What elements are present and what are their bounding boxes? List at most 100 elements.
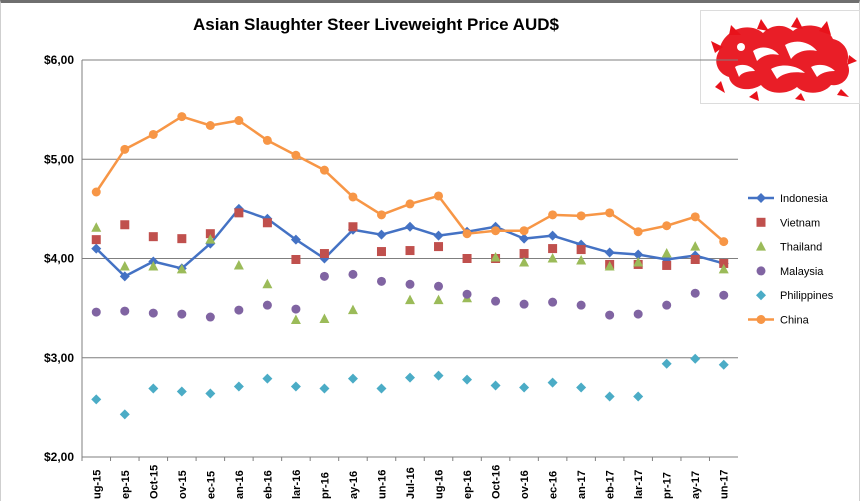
x-tick-label: pr-17	[662, 472, 674, 499]
point-vietnam	[576, 245, 586, 255]
point-malaysia	[120, 306, 130, 316]
y-tick-label: $6,00	[44, 53, 74, 67]
point-indonesia	[376, 229, 387, 240]
point-malaysia	[319, 271, 329, 281]
point-china	[348, 192, 358, 202]
x-tick-label: ug-15	[91, 470, 103, 499]
point-philippines	[347, 373, 358, 384]
point-vietnam	[462, 254, 472, 263]
point-indonesia	[290, 234, 301, 245]
point-thailand	[661, 248, 672, 258]
point-malaysia	[234, 305, 244, 315]
x-tick-label: lar-17	[633, 470, 645, 499]
point-malaysia	[177, 309, 187, 319]
legend-marker	[756, 217, 766, 227]
legend-item-malaysia: Malaysia	[756, 266, 824, 278]
series-indonesia	[91, 203, 729, 282]
x-tick-label: ov-15	[177, 470, 189, 499]
point-philippines	[547, 377, 558, 388]
point-thailand	[490, 252, 501, 262]
point-thailand	[148, 260, 159, 271]
point-thailand	[519, 256, 530, 267]
point-philippines	[148, 383, 159, 394]
legend-marker	[756, 241, 766, 251]
point-china	[690, 212, 700, 222]
point-indonesia	[633, 249, 644, 260]
point-philippines	[290, 381, 301, 392]
point-vietnam	[177, 234, 187, 244]
series-philippines	[91, 353, 729, 420]
point-malaysia	[548, 297, 558, 307]
series-vietnam	[91, 208, 729, 270]
point-malaysia	[291, 304, 301, 314]
point-malaysia	[719, 290, 729, 300]
point-indonesia	[519, 233, 530, 244]
point-china	[148, 129, 158, 139]
point-china	[548, 210, 558, 220]
x-tick-label: Oct-15	[148, 465, 160, 499]
point-malaysia	[690, 288, 700, 298]
x-tick-label: ov-16	[519, 470, 531, 499]
point-vietnam	[205, 229, 215, 239]
point-china	[434, 191, 444, 201]
point-malaysia	[662, 300, 672, 310]
point-vietnam	[405, 246, 415, 256]
legend-marker	[756, 315, 766, 324]
series-malaysia	[91, 269, 729, 322]
chart-title: Asian Slaughter Steer Liveweight Price A…	[193, 15, 559, 34]
point-thailand	[176, 263, 187, 274]
point-china	[462, 229, 472, 239]
point-malaysia	[405, 279, 415, 289]
point-china	[291, 150, 301, 160]
point-china	[262, 135, 272, 145]
point-vietnam	[376, 247, 386, 257]
x-tick-label: Oct-16	[491, 465, 503, 499]
point-vietnam	[519, 249, 529, 259]
series-china	[91, 112, 729, 247]
point-china	[719, 237, 729, 247]
point-philippines	[119, 409, 130, 420]
point-china	[519, 226, 529, 236]
point-philippines	[690, 353, 701, 364]
legend: Indonesia Vietnam Thailand Malaysia Philippi…	[748, 193, 834, 327]
y-tick-label: $3,00	[44, 351, 74, 365]
point-china	[576, 211, 586, 221]
x-tick-label: Jul-16	[405, 467, 417, 499]
point-philippines	[490, 380, 501, 391]
legend-marker	[756, 266, 766, 276]
x-tick-label: lar-16	[291, 470, 303, 499]
point-indonesia	[91, 243, 102, 254]
legend-label: China	[780, 315, 810, 327]
point-vietnam	[262, 218, 272, 228]
point-thailand	[576, 254, 587, 265]
point-malaysia	[376, 276, 386, 286]
point-malaysia	[605, 310, 615, 320]
point-thailand	[604, 260, 615, 271]
x-tick-label: an-17	[576, 470, 588, 499]
point-thailand	[405, 294, 415, 305]
x-tick-label: ep-16	[462, 470, 474, 499]
point-malaysia	[262, 300, 272, 310]
point-china	[319, 165, 329, 175]
point-vietnam	[234, 208, 244, 218]
point-vietnam	[319, 249, 329, 259]
point-indonesia	[405, 221, 415, 232]
point-philippines	[376, 383, 387, 394]
x-tick-label: eb-17	[605, 470, 617, 499]
x-tick-label: an-16	[234, 470, 246, 499]
point-philippines	[718, 359, 729, 370]
x-tick-label: ay-16	[348, 471, 360, 499]
x-tick-label: eb-16	[262, 470, 274, 499]
point-china	[405, 199, 415, 209]
x-tick-label: un-16	[376, 470, 388, 499]
point-china	[234, 116, 244, 126]
point-thailand	[233, 259, 244, 270]
point-malaysia	[348, 269, 358, 279]
point-china	[91, 187, 101, 197]
point-china	[605, 208, 615, 218]
point-thailand	[119, 260, 130, 271]
point-thailand	[433, 294, 444, 305]
y-tick-label: $2,00	[44, 450, 74, 464]
point-philippines	[262, 373, 273, 384]
point-malaysia	[205, 312, 215, 322]
